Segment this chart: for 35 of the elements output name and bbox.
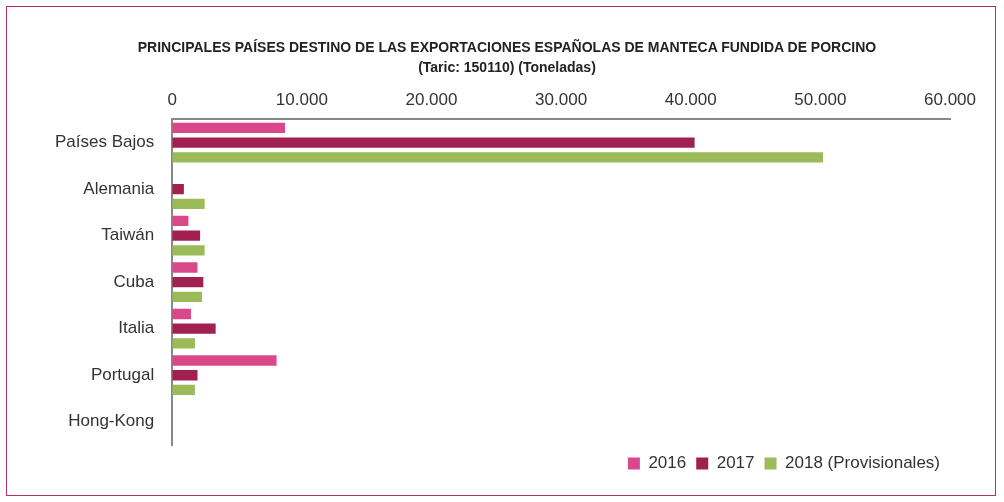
legend-label: 2018 (Provisionales)	[785, 453, 940, 473]
bar	[172, 277, 204, 288]
x-tick-label: 50.000	[794, 89, 847, 109]
bar	[172, 262, 198, 273]
y-tick-label: Países Bajos	[54, 132, 155, 152]
bar	[172, 384, 195, 396]
x-tick-label: 60.000	[924, 89, 976, 109]
bar	[172, 323, 216, 334]
chart-title: PRINCIPALES PAÍSES DESTINO DE LAS EXPORTACIONES ESPAÑOLAS DE MANTECA FUNDIDA DE PORCINO (Taric: 150110) (Toneladas)	[136, 38, 878, 77]
bar	[172, 215, 189, 227]
bar	[172, 137, 695, 148]
y-tick-label: Taiwán	[101, 225, 155, 245]
bar	[172, 308, 192, 320]
bar	[172, 198, 205, 210]
bar	[172, 184, 184, 195]
x-tick-label: 0	[167, 89, 177, 109]
bar	[172, 122, 285, 134]
x-tick-label: 30.000	[535, 89, 588, 109]
bar	[172, 370, 198, 381]
bar	[172, 245, 205, 256]
y-tick-label: Portugal	[90, 364, 155, 384]
bar	[172, 355, 277, 366]
bar	[172, 152, 823, 163]
legend-label: 2016	[648, 453, 687, 473]
legend-label: 2017	[716, 453, 755, 473]
bar	[172, 230, 201, 241]
y-tick-label: Cuba	[113, 271, 155, 291]
x-tick-label: 40.000	[664, 89, 717, 109]
y-tick-label: Alemania	[83, 178, 155, 198]
y-tick-label: Hong-Kong	[68, 411, 155, 431]
x-tick-label: 10.000	[275, 89, 328, 109]
bar	[172, 338, 195, 349]
y-tick-label: Italia	[118, 318, 155, 338]
x-tick-label: 20.000	[405, 89, 458, 109]
bar	[172, 291, 203, 303]
